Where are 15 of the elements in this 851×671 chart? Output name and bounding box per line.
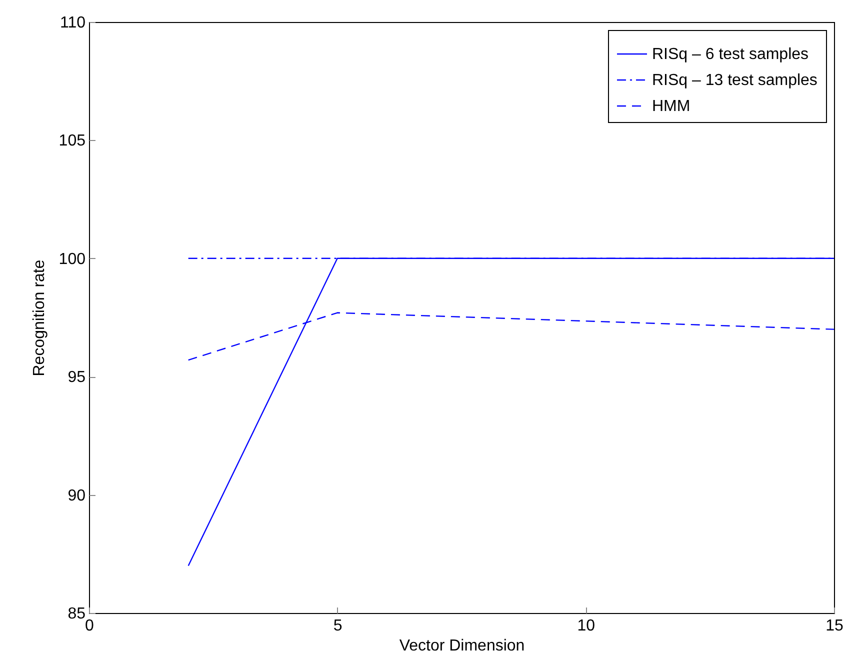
y-tick-label: 100	[58, 250, 86, 268]
x-tick-label: 5	[333, 618, 342, 634]
legend-label: RISq – 6 test samples	[652, 46, 809, 63]
y-tick-label: 105	[58, 132, 86, 150]
y-axis-title: Recognition rate	[30, 260, 48, 376]
y-tick-label: 85	[68, 606, 86, 622]
x-tick-label: 0	[85, 618, 94, 634]
x-tick-label: 10	[577, 618, 596, 634]
y-tick-label: 110	[60, 14, 86, 32]
legend-label: RISq – 13 test samples	[652, 72, 818, 89]
x-axis-title: Vector Dimension	[399, 638, 525, 654]
y-tick-label: 90	[68, 487, 86, 504]
y-tick-label: 95	[68, 369, 86, 386]
legend-label: HMM	[652, 98, 690, 115]
x-tick-label: 15	[826, 618, 844, 634]
